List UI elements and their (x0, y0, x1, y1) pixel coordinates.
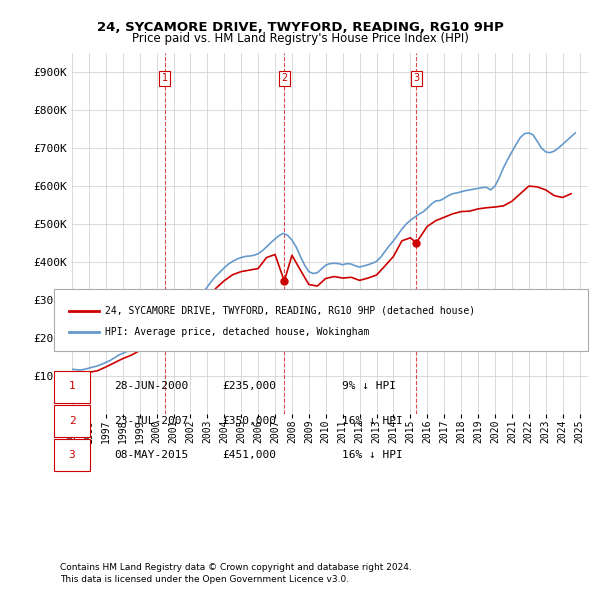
Text: 3: 3 (413, 73, 419, 83)
Text: 24, SYCAMORE DRIVE, TWYFORD, READING, RG10 9HP (detached house): 24, SYCAMORE DRIVE, TWYFORD, READING, RG… (105, 306, 475, 316)
Text: 1: 1 (68, 382, 76, 391)
Text: 1: 1 (162, 73, 168, 83)
Text: 08-MAY-2015: 08-MAY-2015 (114, 450, 188, 460)
Text: 16% ↓ HPI: 16% ↓ HPI (342, 450, 403, 460)
Text: Price paid vs. HM Land Registry's House Price Index (HPI): Price paid vs. HM Land Registry's House … (131, 32, 469, 45)
Text: 23-JUL-2007: 23-JUL-2007 (114, 416, 188, 425)
Text: 9% ↓ HPI: 9% ↓ HPI (342, 382, 396, 391)
Text: HPI: Average price, detached house, Wokingham: HPI: Average price, detached house, Woki… (105, 327, 370, 337)
Text: £451,000: £451,000 (222, 450, 276, 460)
Text: 3: 3 (68, 450, 76, 460)
Text: This data is licensed under the Open Government Licence v3.0.: This data is licensed under the Open Gov… (60, 575, 349, 584)
Text: £350,000: £350,000 (222, 416, 276, 425)
Text: 2: 2 (281, 73, 287, 83)
Text: £235,000: £235,000 (222, 382, 276, 391)
Text: 2: 2 (68, 416, 76, 425)
Text: 28-JUN-2000: 28-JUN-2000 (114, 382, 188, 391)
Text: 16% ↓ HPI: 16% ↓ HPI (342, 416, 403, 425)
Text: Contains HM Land Registry data © Crown copyright and database right 2024.: Contains HM Land Registry data © Crown c… (60, 563, 412, 572)
Text: 24, SYCAMORE DRIVE, TWYFORD, READING, RG10 9HP: 24, SYCAMORE DRIVE, TWYFORD, READING, RG… (97, 21, 503, 34)
